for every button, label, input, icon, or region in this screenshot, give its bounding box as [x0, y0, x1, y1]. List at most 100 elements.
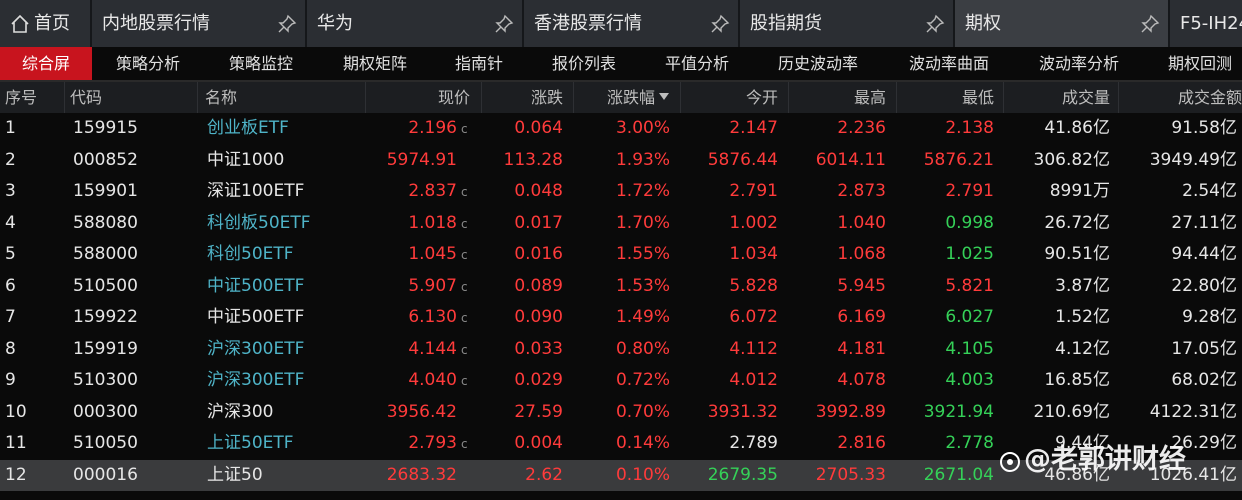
table-cell: 510500	[73, 275, 138, 296]
sub-tab[interactable]: 平值分析	[664, 54, 729, 73]
table-row[interactable]: 4 588080 科创板50ETF 1.018 0.017 1.70% 1.002 1.040…	[0, 208, 1242, 240]
table-cell: 3.87亿	[1055, 275, 1110, 296]
price-flag: c	[461, 374, 468, 388]
sort-arrow	[659, 93, 669, 100]
table-cell: 6.130	[408, 307, 457, 327]
price-flag: c	[461, 248, 468, 262]
table-row[interactable]: 11 510050 上证50ETF 2.793 0.004 0.14% 2.789 2.816…	[0, 428, 1242, 460]
column-header[interactable]: 成交金额	[1177, 88, 1242, 107]
table-cell: 1.002	[729, 212, 778, 233]
sub-tab[interactable]: 策略监控	[228, 54, 293, 73]
table-cell: 1.49%	[615, 307, 670, 327]
table-row[interactable]: 9 510300 沪深300ETF 4.040 0.029 0.72% 4.012 4.078…	[0, 365, 1242, 397]
column-header[interactable]: 最高	[853, 88, 886, 107]
sub-tab-bar	[0, 47, 1242, 82]
table-row[interactable]: 6 510500 中证500ETF 5.907 0.089 1.53% 5.828 5.945…	[0, 271, 1242, 303]
column-header[interactable]: 最低	[961, 88, 994, 107]
column-header[interactable]: 序号	[5, 88, 38, 107]
table-row[interactable]: 8 159919 沪深300ETF 4.144 0.033 0.80% 4.112 4.181…	[0, 334, 1242, 366]
table-cell: 12	[5, 464, 27, 485]
table-cell: 5.828	[729, 275, 778, 296]
table-cell: 2.196	[408, 118, 457, 138]
tab[interactable]: 华为	[307, 0, 524, 47]
table-cell: 5876.21	[923, 149, 994, 170]
table-cell: 4.003	[945, 370, 994, 390]
table-row[interactable]: 5 588000 科创50ETF 1.045 0.016 1.55% 1.034 1.068 1…	[0, 239, 1242, 271]
column-separator	[481, 82, 482, 113]
table-cell: 5.907	[408, 275, 457, 296]
tab[interactable]: 香港股票行情	[524, 0, 740, 47]
tab[interactable]: 首页	[0, 0, 92, 47]
sub-tab[interactable]: 指南针	[454, 54, 503, 73]
table-cell: 17.05亿	[1171, 338, 1237, 359]
sub-tab[interactable]: 期权矩阵	[342, 54, 407, 73]
table-cell: 6	[5, 275, 16, 296]
tab[interactable]: 股指期货	[740, 0, 955, 47]
table-cell: 68.02亿	[1171, 370, 1237, 390]
pin-icon	[495, 14, 514, 33]
column-header[interactable]: 名称	[205, 88, 238, 107]
column-header[interactable]: 代码	[70, 88, 103, 107]
column-separator	[573, 82, 574, 113]
table-cell: 90.51亿	[1044, 244, 1110, 264]
column-header[interactable]: 今开	[745, 88, 778, 107]
watermark: @老郭讲财经	[1024, 444, 1186, 475]
tab-label: 首页	[34, 13, 70, 34]
table-cell: 1.068	[837, 244, 886, 264]
column-header[interactable]: 涨跌幅	[606, 88, 655, 107]
table-row[interactable]: 2 000852 中证1000 5974.91 113.28 1.93% 5876.44 60…	[0, 145, 1242, 177]
table-cell: 11	[5, 433, 27, 453]
table-cell: 科创50ETF	[207, 244, 294, 264]
table-cell: 2683.32	[386, 464, 457, 485]
table-cell: 3.00%	[615, 118, 670, 138]
table-cell: 1.53%	[615, 275, 670, 296]
table-cell: 6.072	[729, 307, 778, 327]
sub-tab[interactable]: 波动率曲面	[908, 54, 989, 73]
table-cell: 4.105	[945, 338, 994, 359]
table-cell: 4122.31亿	[1149, 401, 1237, 422]
table-cell: 8991万	[1049, 181, 1110, 201]
table-cell: 27.11亿	[1171, 212, 1237, 233]
table-row[interactable]: 10 000300 沪深300 3956.42 27.59 0.70% 3931.32 399…	[0, 397, 1242, 429]
table-cell: 0.029	[514, 370, 563, 390]
table-row[interactable]: 1 159915 创业板ETF 2.196 0.064 3.00% 2.147 2.236 2.…	[0, 113, 1242, 145]
table-row[interactable]: 3 159901 深证100ETF 2.837 0.048 1.72% 2.791 2.873…	[0, 176, 1242, 208]
table-cell: 1.025	[945, 244, 994, 264]
table-cell: 中证1000	[207, 149, 285, 170]
sub-tab[interactable]: 历史波动率	[777, 54, 858, 73]
sub-tab[interactable]: 期权回测	[1167, 54, 1232, 73]
sub-tab[interactable]: 波动率分析	[1038, 54, 1119, 73]
table-cell: 2.791	[729, 181, 778, 201]
table-cell: 4.040	[408, 370, 457, 390]
column-header[interactable]: 现价	[437, 88, 470, 107]
table-cell: 000852	[73, 149, 138, 170]
table-cell: 5.945	[837, 275, 886, 296]
table-cell: 2705.33	[815, 464, 886, 485]
column-separator	[680, 82, 681, 113]
sub-tab[interactable]: 报价列表	[551, 54, 616, 73]
tab[interactable]: F5-IH24	[1170, 0, 1242, 47]
tab[interactable]: 期权	[955, 0, 1170, 47]
sub-tab[interactable]: 综合屏	[0, 47, 92, 80]
table-cell: 0.089	[514, 275, 563, 296]
table-cell: 22.80亿	[1171, 275, 1237, 296]
tab-label: 股指期货	[750, 13, 822, 34]
tab[interactable]: 内地股票行情	[92, 0, 307, 47]
table-row[interactable]: 12 000016 上证50 2683.32 2.62 0.10% 2679.35 2705.…	[0, 459, 1242, 491]
table-cell: 4.112	[729, 338, 778, 359]
table-cell: 510300	[73, 370, 138, 390]
column-header[interactable]: 成交量	[1061, 88, 1110, 107]
sub-tab[interactable]: 策略分析	[115, 54, 180, 73]
table-cell: 306.82亿	[1033, 149, 1110, 170]
table-cell: 1.55%	[615, 244, 670, 264]
table-cell: 9.28亿	[1182, 307, 1237, 327]
table-row[interactable]: 7 159922 中证500ETF 6.130 0.090 1.49% 6.072 6.169…	[0, 302, 1242, 334]
table-cell: 上证50ETF	[207, 433, 294, 453]
table-cell: 5974.91	[386, 149, 457, 170]
table-cell: 0.72%	[615, 370, 670, 390]
pin-icon	[278, 14, 297, 33]
pin-icon	[926, 14, 945, 33]
table-cell: 2.816	[837, 433, 886, 453]
column-header[interactable]: 涨跌	[530, 88, 563, 107]
table-cell: 0.064	[514, 118, 563, 138]
